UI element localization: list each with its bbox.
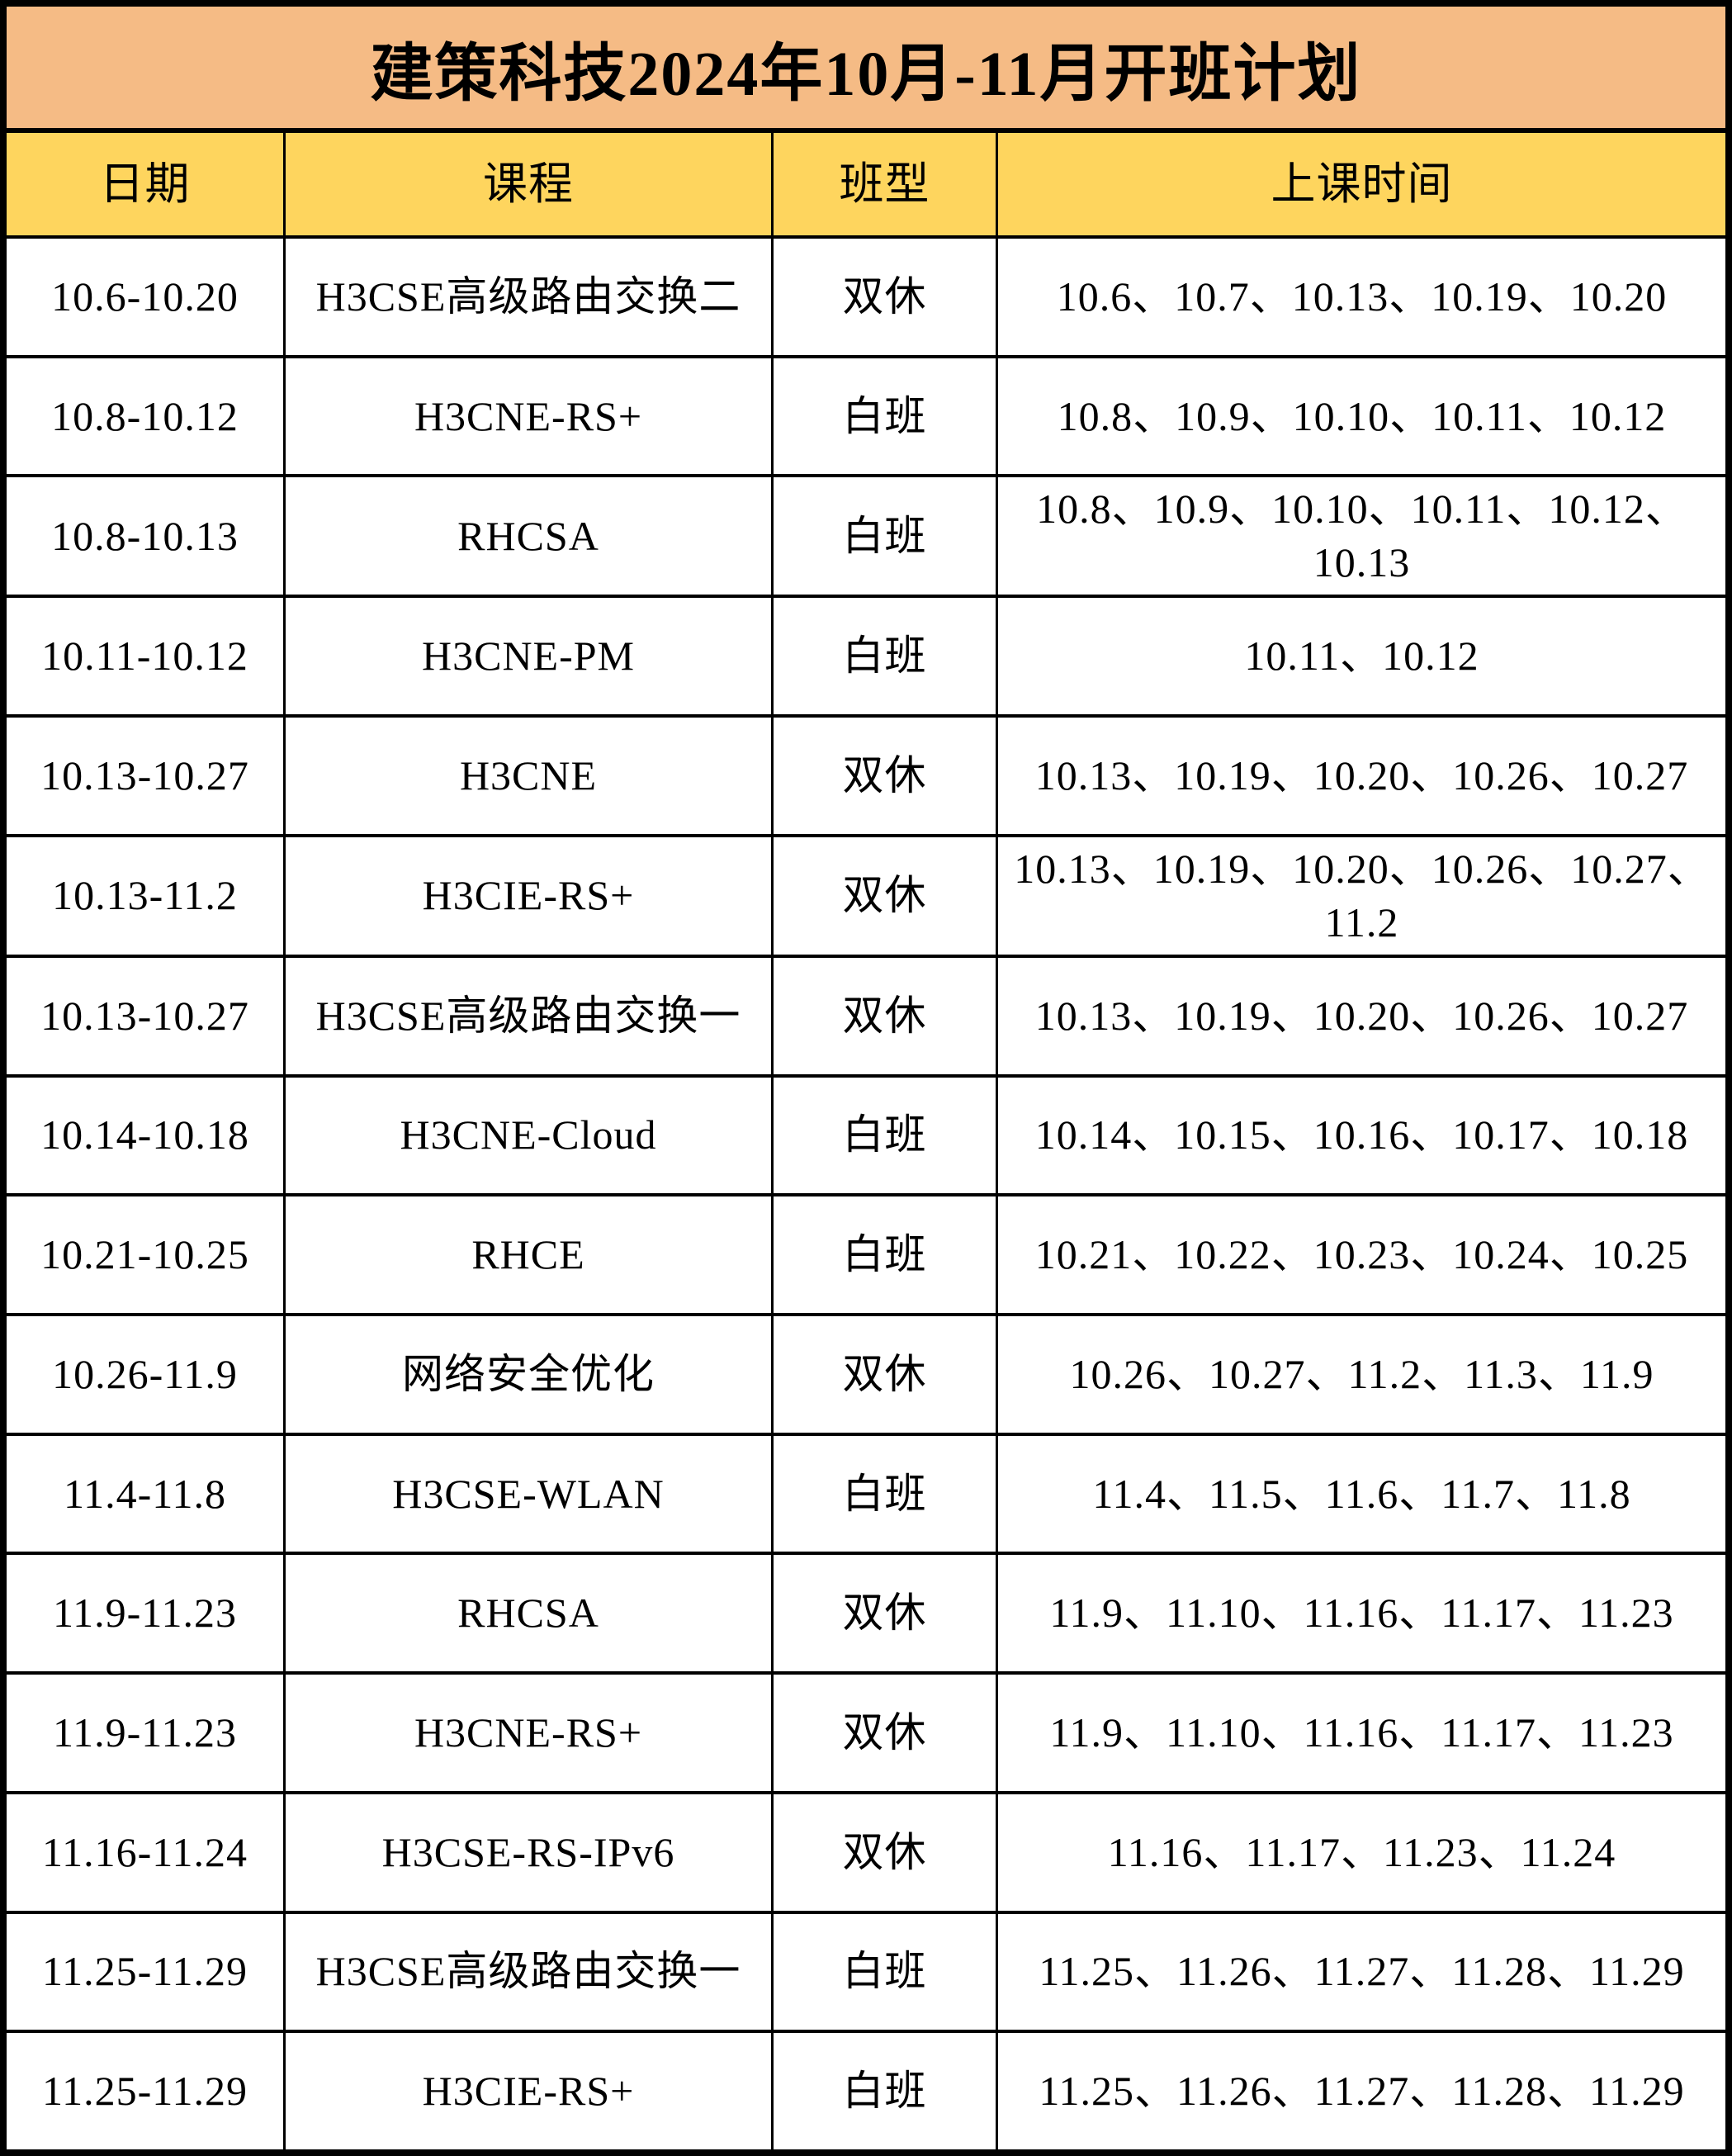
type-cell: 白班 (774, 1196, 998, 1314)
table-row: 11.25-11.29 H3CIE-RS+ 白班 11.25、11.26、11.… (7, 2033, 1725, 2150)
header-row: 日期 课程 班型 上课时间 (7, 133, 1725, 239)
date-cell: 11.25-11.29 (7, 2033, 286, 2150)
table-row: 11.4-11.8 H3CSE-WLAN 白班 11.4、11.5、11.6、1… (7, 1435, 1725, 1556)
table-row: 11.25-11.29 H3CSE高级路由交换一 白班 11.25、11.26、… (7, 1913, 1725, 2034)
date-cell: 10.26-11.9 (7, 1316, 286, 1433)
times-cell: 11.25、11.26、11.27、11.28、11.29 (1039, 2068, 1685, 2115)
table-row: 10.11-10.12 H3CNE-PM 白班 10.11、10.12 (7, 598, 1725, 718)
page-title: 建策科技2024年10月-11月开班计划 (7, 7, 1725, 133)
type-cell: 白班 (774, 358, 998, 475)
course-cell: RHCSA (286, 1555, 774, 1672)
table-row: 10.21-10.25 RHCE 白班 10.21、10.22、10.23、10… (7, 1196, 1725, 1317)
type-cell: 白班 (774, 2033, 998, 2150)
course-cell: H3CSE-RS-IPv6 (286, 1794, 774, 1911)
date-cell: 10.8-10.12 (7, 358, 286, 475)
course-cell: H3CSE-WLAN (286, 1435, 774, 1552)
times-cell: 10.13、10.19、10.20、10.26、10.27 (1034, 992, 1689, 1039)
date-cell: 11.9-11.23 (7, 1555, 286, 1672)
date-cell: 11.9-11.23 (7, 1675, 286, 1791)
type-cell: 双休 (774, 1555, 998, 1672)
type-cell: 双休 (774, 239, 998, 355)
times-cell: 11.9、11.10、11.16、11.17、11.23 (1049, 1590, 1674, 1637)
type-cell: 白班 (774, 1435, 998, 1552)
type-cell: 白班 (774, 477, 998, 595)
table-row: 10.8-10.12 H3CNE-RS+ 白班 10.8、10.9、10.10、… (7, 358, 1725, 478)
times-cell: 11.9、11.10、11.16、11.17、11.23 (1049, 1709, 1674, 1756)
course-cell: 网络安全优化 (286, 1316, 774, 1433)
date-cell: 11.4-11.8 (7, 1435, 286, 1552)
times-cell: 10.11、10.12 (1244, 633, 1479, 680)
date-cell: 11.16-11.24 (7, 1794, 286, 1911)
date-cell: 10.13-10.27 (7, 957, 286, 1074)
table-row: 11.9-11.23 H3CNE-RS+ 双休 11.9、11.10、11.16… (7, 1675, 1725, 1794)
course-cell: H3CNE-RS+ (286, 1675, 774, 1791)
course-cell: H3CSE高级路由交换一 (286, 957, 774, 1074)
date-cell: 11.25-11.29 (7, 1913, 286, 2030)
type-cell: 白班 (774, 1077, 998, 1194)
times-cell: 11.4、11.5、11.6、11.7、11.8 (1092, 1470, 1631, 1517)
times-cell: 10.13、10.19、10.20、10.26、10.27、11.2 (1014, 845, 1710, 945)
times-cell: 10.8、10.9、10.10、10.11、10.12、10.13 (1036, 486, 1687, 586)
type-cell: 双休 (774, 957, 998, 1074)
course-cell: RHCE (286, 1196, 774, 1314)
date-cell: 10.11-10.12 (7, 598, 286, 715)
course-cell: H3CNE (286, 718, 774, 834)
type-cell: 双休 (774, 1675, 998, 1791)
table-row: 10.13-10.27 H3CSE高级路由交换一 双休 10.13、10.19、… (7, 957, 1725, 1078)
column-header-times: 上课时间 (1271, 159, 1453, 209)
table-row: 10.14-10.18 H3CNE-Cloud 白班 10.14、10.15、1… (7, 1077, 1725, 1197)
type-cell: 白班 (774, 598, 998, 715)
table-row: 10.8-10.13 RHCSA 白班 10.8、10.9、10.10、10.1… (7, 477, 1725, 599)
times-cell: 10.14、10.15、10.16、10.17、10.18 (1034, 1111, 1689, 1159)
table-row: 10.13-11.2 H3CIE-RS+ 双休 10.13、10.19、10.2… (7, 836, 1725, 958)
type-cell: 双休 (774, 718, 998, 834)
date-cell: 10.8-10.13 (7, 477, 286, 595)
times-cell: 10.6、10.7、10.13、10.19、10.20 (1056, 272, 1668, 320)
times-cell: 11.25、11.26、11.27、11.28、11.29 (1039, 1948, 1685, 1995)
course-cell: H3CNE-PM (286, 598, 774, 715)
course-cell: H3CIE-RS+ (286, 836, 774, 955)
times-cell: 10.21、10.22、10.23、10.24、10.25 (1034, 1231, 1689, 1278)
course-cell: RHCSA (286, 477, 774, 595)
table-row: 10.13-10.27 H3CNE 双休 10.13、10.19、10.20、1… (7, 718, 1725, 837)
table-row: 11.16-11.24 H3CSE-RS-IPv6 双休 11.16、11.17… (7, 1794, 1725, 1914)
table-row: 10.26-11.9 网络安全优化 双休 10.26、10.27、11.2、11… (7, 1316, 1725, 1436)
type-cell: 双休 (774, 1794, 998, 1911)
course-cell: H3CIE-RS+ (286, 2033, 774, 2150)
date-cell: 10.13-10.27 (7, 718, 286, 834)
date-cell: 10.21-10.25 (7, 1196, 286, 1314)
course-cell: H3CSE高级路由交换二 (286, 239, 774, 355)
times-cell: 10.8、10.9、10.10、10.11、10.12 (1057, 392, 1667, 439)
date-cell: 10.6-10.20 (7, 239, 286, 355)
type-cell: 双休 (774, 836, 998, 955)
times-cell: 11.16、11.17、11.23、11.24 (1107, 1828, 1616, 1875)
column-header-course: 课程 (286, 133, 774, 235)
column-header-type: 班型 (774, 133, 998, 235)
course-cell: H3CSE高级路由交换一 (286, 1913, 774, 2030)
course-cell: H3CNE-RS+ (286, 358, 774, 475)
type-cell: 双休 (774, 1316, 998, 1433)
times-cell: 10.26、10.27、11.2、11.3、11.9 (1069, 1350, 1654, 1397)
course-cell: H3CNE-Cloud (286, 1077, 774, 1194)
date-cell: 10.14-10.18 (7, 1077, 286, 1194)
column-header-date: 日期 (7, 133, 286, 235)
table-row: 11.9-11.23 RHCSA 双休 11.9、11.10、11.16、11.… (7, 1555, 1725, 1675)
table-row: 10.6-10.20 H3CSE高级路由交换二 双休 10.6、10.7、10.… (7, 239, 1725, 358)
times-cell: 10.13、10.19、10.20、10.26、10.27 (1034, 752, 1689, 799)
date-cell: 10.13-11.2 (7, 836, 286, 955)
type-cell: 白班 (774, 1913, 998, 2030)
